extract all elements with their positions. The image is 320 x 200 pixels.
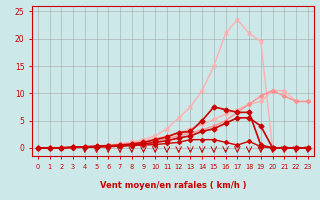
X-axis label: Vent moyen/en rafales ( km/h ): Vent moyen/en rafales ( km/h ) [100, 181, 246, 190]
